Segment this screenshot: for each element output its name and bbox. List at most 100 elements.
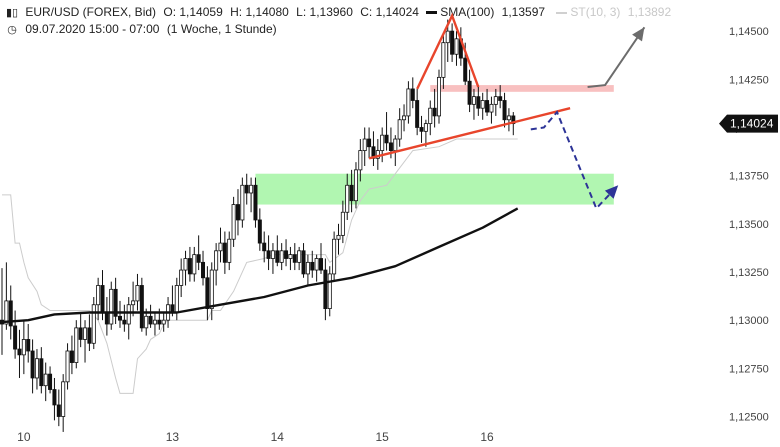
candle-body	[117, 315, 122, 321]
candle-body	[227, 238, 232, 263]
candle-body	[362, 138, 367, 151]
candle	[454, 31, 459, 66]
candle-body	[310, 261, 315, 271]
candle-body	[152, 319, 157, 325]
candle-body	[358, 150, 363, 171]
breakout-path-line	[587, 26, 646, 88]
candle	[284, 239, 289, 267]
candle	[104, 297, 109, 336]
candle	[428, 100, 433, 136]
candle-body	[380, 134, 385, 151]
candle	[214, 243, 219, 286]
candle-body	[493, 96, 498, 105]
clock-icon: ◷	[7, 24, 17, 36]
candle-body	[56, 404, 61, 417]
candle	[244, 173, 249, 205]
candle	[262, 231, 267, 263]
candle-body	[187, 258, 192, 275]
candle-body	[266, 250, 271, 259]
candle-body	[8, 300, 13, 327]
candle	[179, 258, 184, 298]
candle	[397, 108, 402, 147]
candle-body	[511, 115, 516, 125]
period-label: 09.07.2020 15:00 - 07:00	[25, 22, 160, 36]
candle-body	[78, 327, 83, 340]
high-value: H: 1,14080	[230, 5, 289, 19]
zones-layer	[255, 85, 614, 205]
y-tick-label: 1,12500	[729, 412, 769, 424]
candle	[201, 250, 206, 286]
candle-body	[279, 250, 284, 263]
candle	[135, 273, 140, 311]
candle	[319, 243, 324, 274]
supertrend-legend[interactable]: ST(10, 3) 1,13892	[556, 5, 675, 19]
candle	[17, 329, 22, 378]
candle-body	[384, 134, 389, 144]
x-tick-label: 10	[17, 430, 31, 444]
candle-body	[48, 373, 53, 390]
candle	[419, 115, 424, 143]
candle	[292, 243, 297, 271]
y-tick-label: 1,13750	[729, 171, 769, 183]
candle-body	[34, 358, 39, 379]
candle-body	[179, 269, 184, 286]
candle	[498, 85, 503, 109]
candle-body	[314, 258, 319, 271]
y-tick-label: 1,14250	[729, 74, 769, 86]
candle	[13, 310, 18, 359]
candle	[506, 108, 511, 132]
candle	[152, 312, 157, 336]
candle	[34, 349, 39, 390]
candle	[485, 88, 490, 116]
candle	[489, 96, 494, 124]
candle-body	[161, 319, 166, 325]
candle-body	[218, 242, 223, 252]
candle	[8, 285, 13, 340]
candle-body	[489, 103, 494, 113]
sma-layer	[1, 207, 519, 324]
sma-value: 1,13597	[501, 5, 546, 19]
last-price-label: 1,14024	[730, 117, 774, 131]
x-tick-label: 15	[376, 430, 390, 444]
candle-body	[83, 327, 88, 340]
candle-body	[240, 184, 245, 221]
candle-body	[61, 381, 66, 417]
candle	[467, 69, 472, 113]
candle-body	[393, 138, 398, 151]
y-tick-label: 1,12750	[729, 363, 769, 375]
candle	[74, 320, 79, 369]
candle-body	[297, 250, 302, 263]
candle	[257, 208, 262, 251]
candle	[91, 297, 96, 350]
candle-body	[231, 204, 236, 240]
candle-body	[323, 269, 328, 310]
candle-body	[327, 273, 332, 310]
candle-body	[397, 119, 402, 140]
candle	[192, 246, 197, 282]
candle	[301, 243, 306, 278]
candle-body	[39, 358, 44, 387]
candle-body	[349, 184, 354, 202]
candle-body	[336, 234, 341, 240]
candle-body	[126, 304, 131, 325]
candle	[450, 23, 455, 62]
candle	[332, 231, 337, 282]
candle	[502, 92, 507, 128]
candle-body	[454, 38, 459, 55]
candle-body	[284, 250, 289, 259]
instrument-label: EUR/USD (FOREX, Bid)	[25, 5, 157, 19]
candle	[231, 196, 236, 247]
candle-body	[96, 285, 101, 306]
candle	[4, 262, 9, 330]
x-axis: 10 13 14 15 16	[17, 430, 494, 444]
candle-body	[109, 288, 114, 325]
candle-body	[214, 250, 219, 271]
forecast-path-line	[530, 110, 619, 211]
candle	[340, 200, 345, 244]
sma-legend[interactable]: SMA(100) 1,13597	[426, 5, 549, 19]
candle-body	[249, 184, 254, 194]
candle-body	[502, 100, 507, 121]
candle	[345, 173, 350, 220]
candle	[375, 139, 380, 170]
